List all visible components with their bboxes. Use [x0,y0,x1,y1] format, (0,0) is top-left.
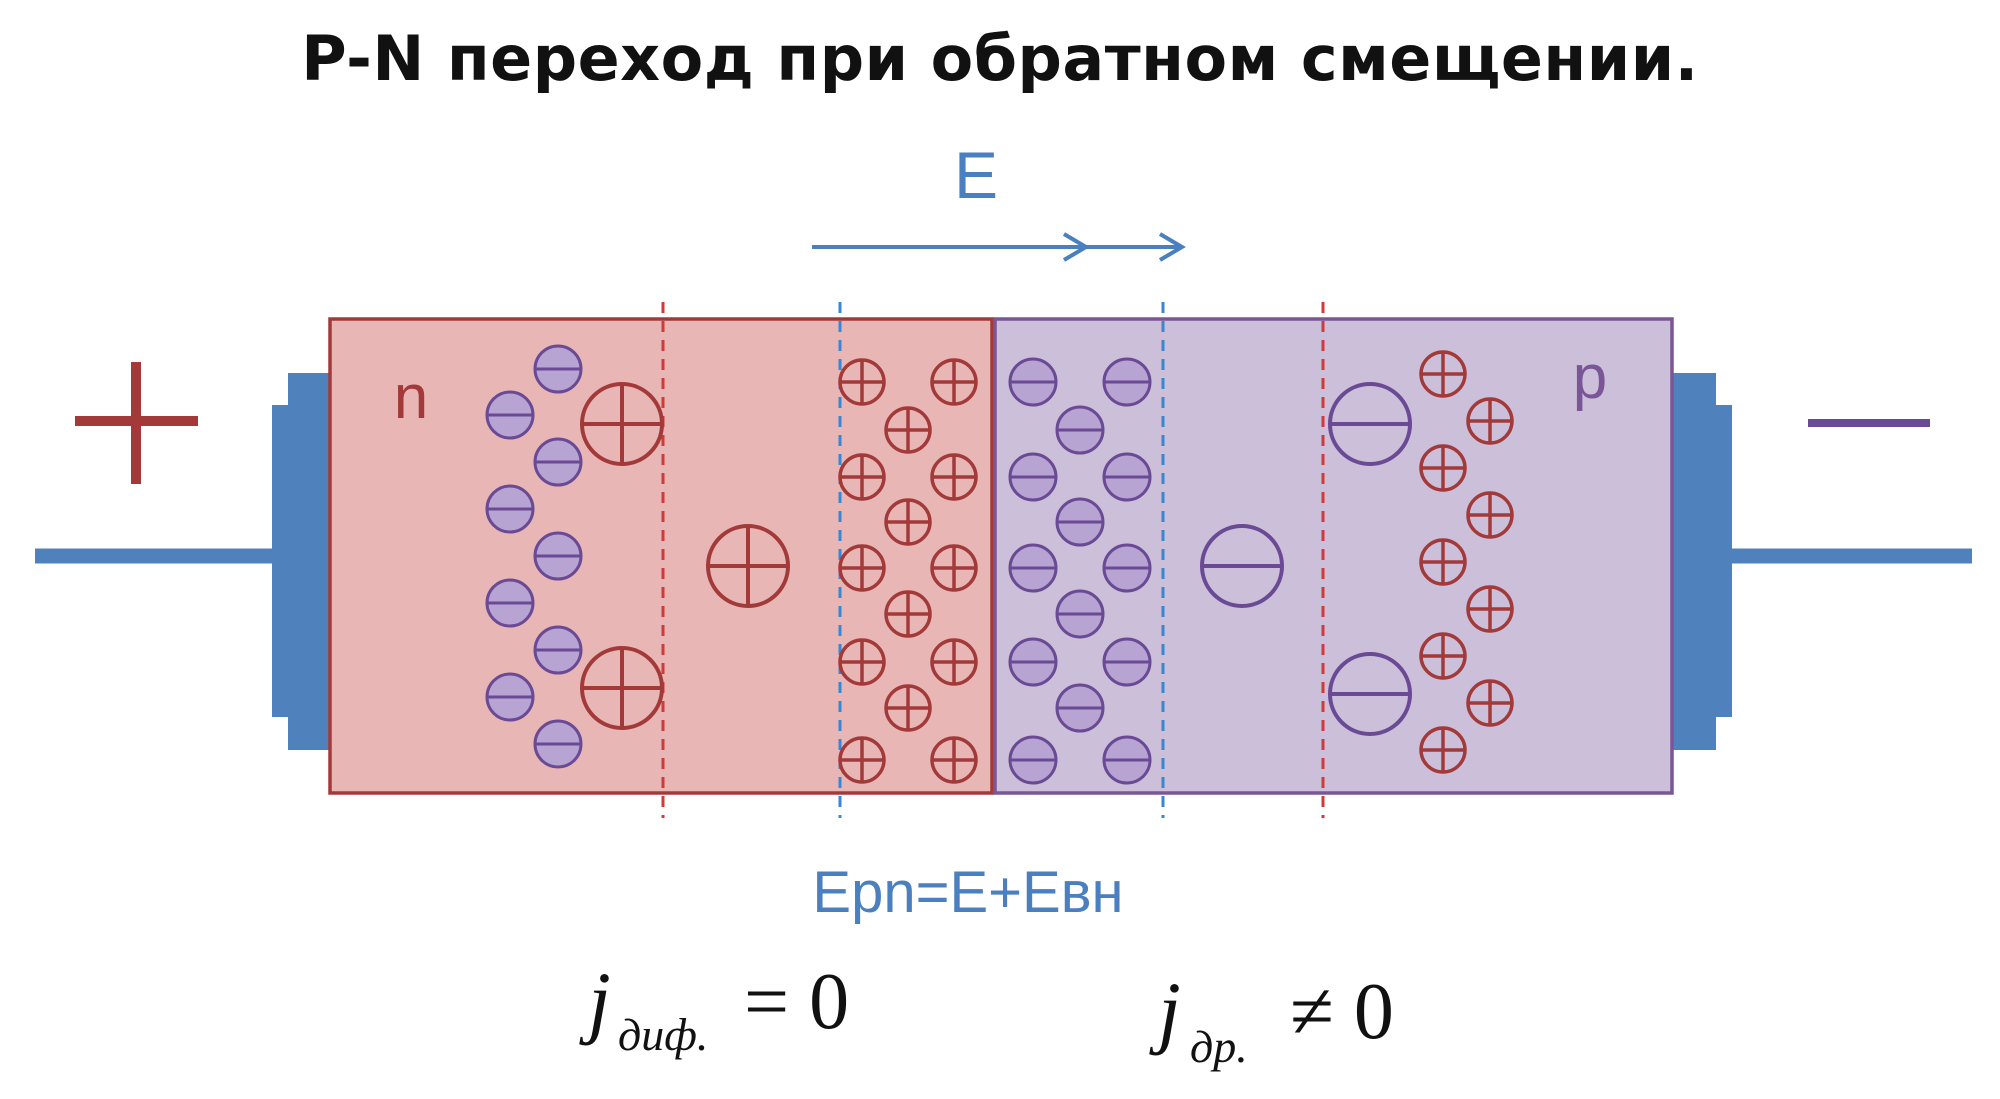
donor-ion [580,646,664,730]
electron-particle [533,625,583,675]
hole-particle [1466,679,1514,727]
hole-particle [930,453,978,501]
acceptor-ion [1328,382,1412,466]
electron-particle [1008,357,1058,407]
hole-particle [930,358,978,406]
acceptor-ion [1200,524,1284,608]
electron-particle [485,578,535,628]
p-region-label: p [1573,343,1607,412]
epn-formula: Epn=E+Eвн [812,860,1123,925]
hole-particle [1419,350,1467,398]
donor-ion [706,524,790,608]
hole-particle [930,544,978,592]
hole-particle [884,406,932,454]
electron-particle [485,672,535,722]
acceptor-ion [1328,652,1412,736]
hole-particle [884,684,932,732]
right-electrode [1672,373,1732,750]
n-region-label: n [394,363,428,432]
hole-particle [930,736,978,784]
hole-particle [838,638,886,686]
field-arrow [812,232,1186,262]
hole-particle [930,638,978,686]
donor-ion [580,382,664,466]
j-drift-relation: ≠ 0 [1290,968,1394,1056]
j-drift-equation: j др. ≠ 0 [1149,965,1394,1072]
electron-particle [1055,405,1105,455]
j-diff-relation: = 0 [744,958,849,1046]
hole-particle [1419,726,1467,774]
electron-particle [485,484,535,534]
electron-particle [1008,452,1058,502]
electron-particle [1102,452,1152,502]
hole-particle [838,358,886,406]
j-diffusion-equation: j диф. = 0 [579,955,849,1060]
j-diff-symbol: j [579,955,611,1046]
plus-terminal-sign [75,362,198,484]
electron-particle [1102,357,1152,407]
electron-particle [533,344,583,394]
hole-particle [884,498,932,546]
electron-particle [533,437,583,487]
hole-particle [838,544,886,592]
hole-particle [884,590,932,638]
hole-particle [838,736,886,784]
electron-particle [1102,735,1152,785]
electron-particle [1055,497,1105,547]
charge-particles [485,344,1514,785]
j-diff-subscript: диф. [618,1009,708,1060]
hole-particle [1466,491,1514,539]
hole-particle [838,453,886,501]
hole-particle [1419,632,1467,680]
electron-particle [1008,543,1058,593]
electron-particle [533,719,583,769]
left-electrode [272,373,330,750]
hole-particle [1419,538,1467,586]
j-drift-symbol: j [1149,965,1181,1056]
electron-particle [485,390,535,440]
electron-particle [1102,637,1152,687]
electron-particle [1008,637,1058,687]
electron-particle [1055,683,1105,733]
hole-particle [1419,444,1467,492]
electron-particle [1008,735,1058,785]
page-title: P-N переход при обратном смещении. [301,22,1699,95]
hole-particle [1466,397,1514,445]
electron-particle [533,531,583,581]
hole-particle [1466,585,1514,633]
electron-particle [1102,543,1152,593]
e-field-label: E [954,138,998,212]
electron-particle [1055,589,1105,639]
j-drift-subscript: др. [1190,1021,1248,1072]
